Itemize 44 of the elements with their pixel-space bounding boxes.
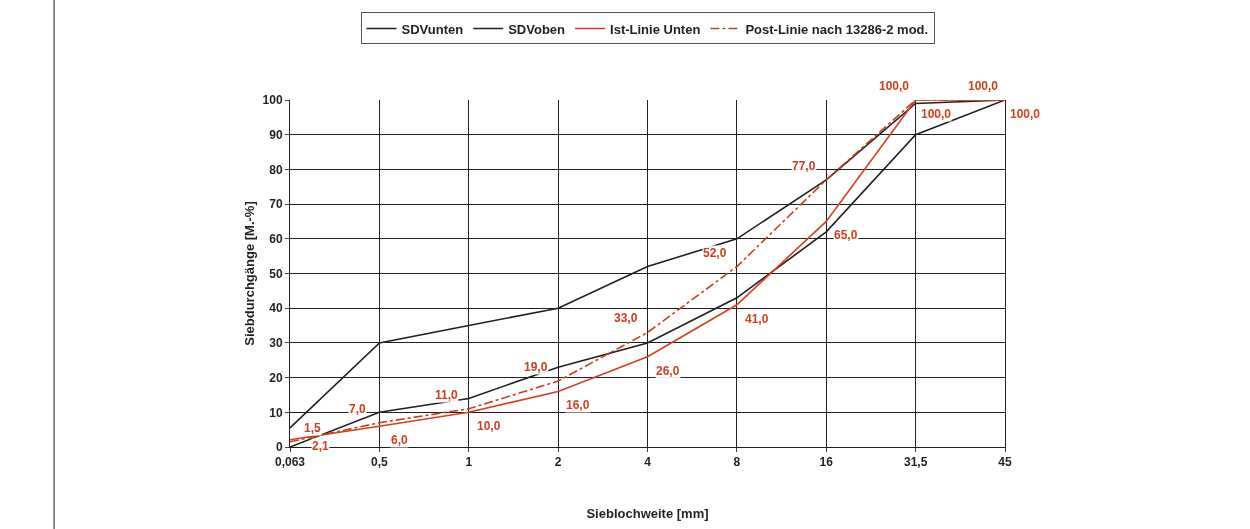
y-tick-label: 90 — [269, 127, 283, 142]
y-tick-label: 20 — [269, 370, 283, 385]
y-tick-label: 40 — [269, 301, 283, 316]
y-tick-label: 100 — [262, 93, 283, 108]
x-tick-label: 0,5 — [371, 455, 389, 470]
data-label: 100,0 — [968, 79, 999, 93]
x-tick-label: 16 — [819, 455, 834, 470]
x-tick-label: 8 — [733, 455, 741, 470]
y-axis-title: Siebdurchgänge [M.-%] — [242, 201, 257, 346]
y-tick-label: 30 — [269, 336, 283, 351]
data-label: 100,0 — [879, 79, 910, 93]
x-tick-label: 4 — [644, 455, 652, 470]
data-label: 77,0 — [792, 159, 816, 173]
x-tick-label: 31,5 — [903, 455, 928, 470]
x-tick-label: 2 — [554, 455, 562, 470]
data-label: 19,0 — [524, 360, 548, 374]
x-tick-label: 0,063 — [274, 455, 306, 470]
x-tick-label: 1 — [465, 455, 473, 470]
data-label: 65,0 — [834, 228, 858, 242]
legend-label: SDVoben — [508, 21, 566, 37]
data-label: 100,0 — [921, 107, 952, 121]
data-label: 6,0 — [391, 433, 409, 447]
y-tick-label: 70 — [269, 197, 283, 212]
data-label: 2,1 — [312, 439, 330, 453]
y-tick-label: 80 — [269, 162, 283, 177]
legend-label: Ist-Linie Unten — [610, 21, 701, 37]
data-label: 11,0 — [435, 388, 459, 402]
y-tick-label: 60 — [269, 232, 283, 246]
data-label: 1,5 — [304, 421, 322, 435]
legend-label: Post-Linie nach 13286-2 mod. — [745, 21, 929, 37]
data-label: 16,0 — [566, 398, 590, 412]
data-label: 41,0 — [745, 312, 769, 326]
y-tick-label: 10 — [269, 405, 283, 420]
legend-label: SDVunten — [401, 21, 464, 37]
x-axis-title: Sieblochweite [mm] — [586, 506, 709, 521]
data-label: 26,0 — [656, 364, 680, 378]
x-tick-label: 45 — [998, 455, 1012, 470]
y-tick-label: 0 — [275, 440, 283, 455]
y-tick-label: 50 — [269, 266, 283, 281]
data-label: 33,0 — [614, 311, 638, 325]
data-label: 100,0 — [1010, 107, 1041, 121]
data-label: 10,0 — [477, 419, 501, 433]
data-label: 7,0 — [349, 402, 367, 416]
data-label: 52,0 — [703, 246, 727, 260]
